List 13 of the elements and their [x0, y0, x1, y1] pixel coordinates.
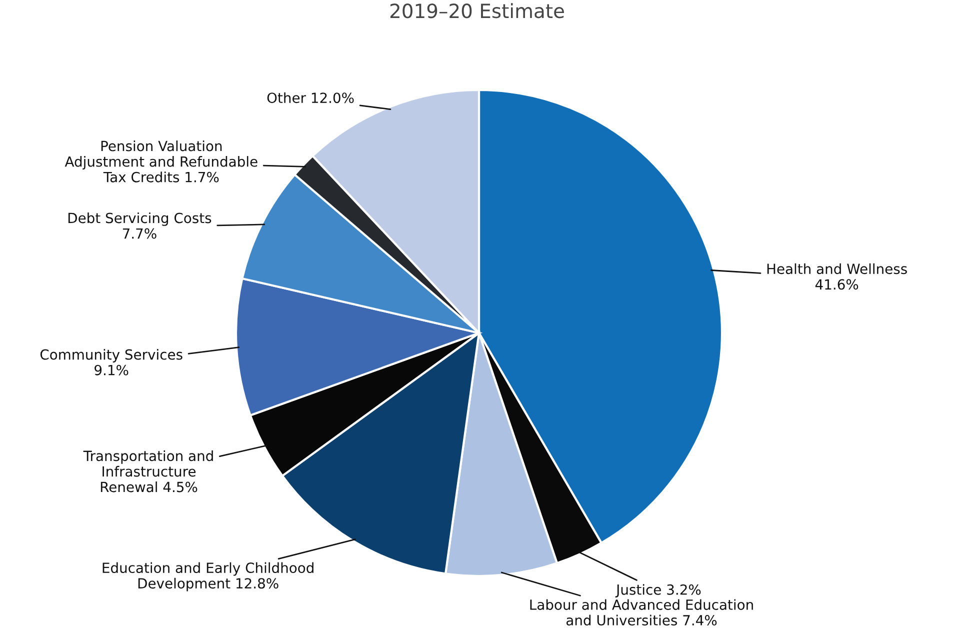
- slice-label: Community Services: [40, 349, 182, 362]
- chart-title: 2019–20 Estimate: [390, 3, 564, 18]
- data-label: 41.6%: [815, 279, 858, 290]
- slice-label: Debt Servicing Costs: [68, 212, 212, 226]
- slice-label: Pension Valuation Adjustment and Refundable Tax Credits 1.7%: [64, 140, 258, 182]
- slice-label: Health and Wellness: [767, 263, 907, 274]
- slice-label: Transportation and Infrastructure Renewal 4.5%: [83, 450, 213, 492]
- slice-label: Other 12.0%: [267, 92, 354, 104]
- slice-label: Education and Early Childhood Development 12.8%: [102, 562, 314, 592]
- slice-label: Labour and Advanced Education and Universities 7.4%: [530, 599, 753, 626]
- slice-label: Justice 3.2%: [615, 584, 701, 598]
- data-label: 9.1%: [94, 364, 128, 376]
- data-label: 7.7%: [122, 228, 156, 239]
